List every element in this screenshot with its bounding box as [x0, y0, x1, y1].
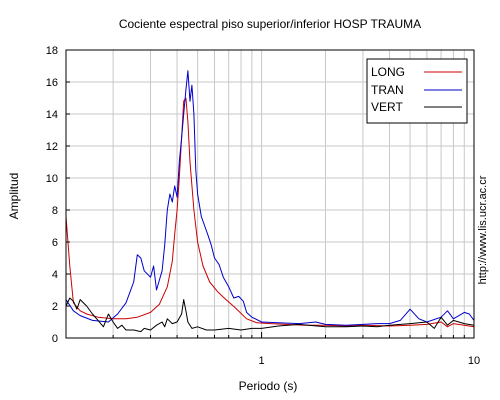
side-url-annotation: http://www.lis.ucr.ac.cr [477, 175, 489, 284]
x-tick-label: 1 [259, 355, 265, 367]
plot-frame [65, 49, 475, 339]
y-axis-label: Amplitud [7, 173, 21, 220]
series-lines [65, 70, 475, 333]
y-tick-label: 2 [52, 301, 58, 313]
y-tick-label: 18 [46, 45, 58, 57]
x-tick-label: 10 [468, 355, 480, 367]
legend-label-long: LONG [371, 65, 405, 79]
x-axis-label: Periodo (s) [239, 379, 298, 393]
axis-ticks: 0 2 4 6 8 10 12 14 16 18 1 10 [46, 45, 480, 367]
legend: LONG TRAN VERT [366, 58, 468, 124]
y-tick-label: 6 [52, 237, 58, 249]
legend-label-vert: VERT [371, 100, 403, 114]
y-tick-label: 12 [46, 141, 58, 153]
series-line-vert [65, 297, 475, 333]
y-tick-label: 8 [52, 205, 58, 217]
series-line-tran [65, 70, 475, 326]
legend-label-tran: TRAN [371, 83, 404, 97]
y-tick-label: 16 [46, 77, 58, 89]
y-tick-label: 0 [52, 333, 58, 345]
y-tick-label: 4 [52, 269, 58, 281]
y-tick-label: 14 [46, 109, 58, 121]
legend-box [366, 58, 468, 124]
chart-title: Cociente espectral piso superior/inferio… [119, 17, 421, 31]
y-tick-label: 10 [46, 173, 58, 185]
